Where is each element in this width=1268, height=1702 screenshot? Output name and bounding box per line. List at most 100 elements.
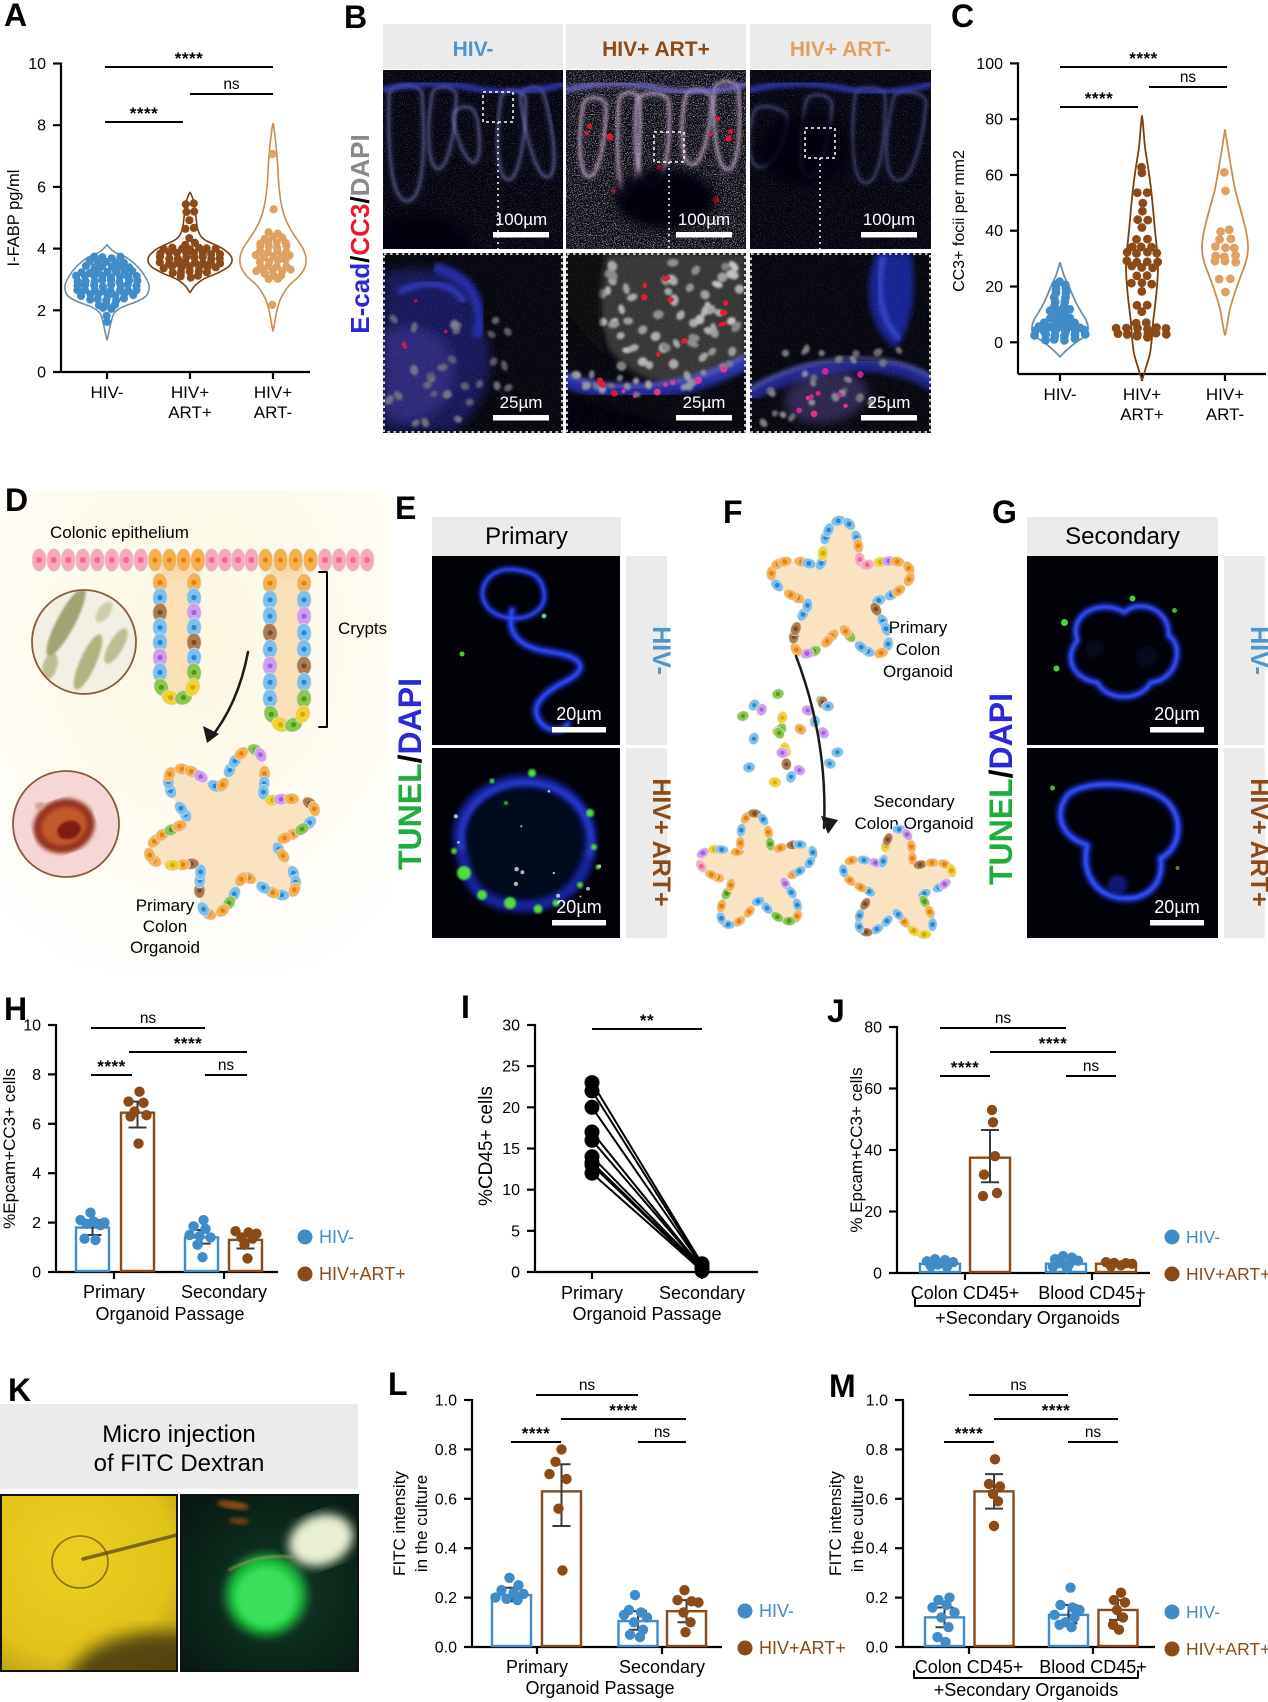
svg-text:0: 0 (994, 335, 1003, 352)
svg-text:ART-: ART- (1206, 405, 1244, 424)
svg-text:I: I (461, 989, 470, 1025)
svg-text:% Epcam+CC3+ cells: % Epcam+CC3+ cells (847, 1067, 866, 1232)
svg-text:HIV-: HIV- (759, 1601, 794, 1621)
svg-text:0.8: 0.8 (866, 1442, 888, 1459)
svg-text:HIV+ART+: HIV+ART+ (319, 1264, 406, 1284)
svg-text:M: M (829, 1368, 856, 1404)
svg-text:H: H (4, 991, 27, 1027)
svg-text:HIV+: HIV+ (171, 383, 209, 402)
svg-text:0.0: 0.0 (435, 1640, 457, 1657)
svg-text:Primary: Primary (506, 1657, 568, 1677)
svg-text:HIV+ ART-: HIV+ ART- (790, 38, 891, 61)
svg-text:ns: ns (995, 1010, 1012, 1027)
svg-text:80: 80 (985, 112, 1003, 129)
svg-text:Secondary: Secondary (873, 792, 955, 811)
svg-text:HIV+: HIV+ (1206, 385, 1244, 404)
svg-text:ns: ns (1085, 1424, 1102, 1441)
svg-text:0.6: 0.6 (866, 1491, 888, 1508)
svg-text:4: 4 (37, 241, 46, 258)
svg-text:100µm: 100µm (495, 210, 547, 229)
svg-text:C: C (951, 0, 974, 34)
svg-text:ART+: ART+ (1120, 405, 1164, 424)
svg-text:Colon: Colon (143, 917, 187, 936)
svg-text:HIV-: HIV- (453, 38, 494, 61)
svg-text:+Secondary Organoids: +Secondary Organoids (934, 1680, 1119, 1700)
svg-text:Organoid Passage: Organoid Passage (572, 1304, 721, 1324)
svg-text:****: **** (609, 1401, 637, 1420)
svg-text:20µm: 20µm (1154, 704, 1199, 724)
svg-text:8: 8 (32, 1067, 41, 1084)
svg-text:HIV+ART+: HIV+ART+ (759, 1638, 846, 1658)
svg-text:Primary: Primary (561, 1283, 623, 1303)
svg-text:0.2: 0.2 (866, 1590, 888, 1607)
svg-text:ns: ns (140, 1010, 157, 1027)
svg-text:A: A (4, 0, 27, 33)
svg-text:0.2: 0.2 (435, 1590, 457, 1607)
svg-text:HIV+ ART+: HIV+ ART+ (602, 38, 710, 61)
svg-text:in the culture: in the culture (412, 1475, 431, 1572)
svg-text:1.0: 1.0 (866, 1393, 888, 1410)
svg-text:%CD45+ cells: %CD45+ cells (476, 1086, 497, 1206)
svg-text:****: **** (174, 1034, 202, 1053)
svg-text:%Epcam+CC3+ cells: %Epcam+CC3+ cells (0, 1068, 19, 1229)
svg-text:E-cad/CC3/DAPI: E-cad/CC3/DAPI (345, 134, 375, 333)
svg-text:100µm: 100µm (863, 210, 915, 229)
svg-text:D: D (5, 482, 28, 518)
svg-text:L: L (388, 1366, 408, 1402)
svg-text:****: **** (1042, 1401, 1070, 1420)
svg-text:HIV+: HIV+ (254, 383, 292, 402)
svg-text:0.0: 0.0 (866, 1640, 888, 1657)
svg-text:0.6: 0.6 (435, 1491, 457, 1508)
svg-text:in the culture: in the culture (848, 1475, 867, 1572)
svg-text:HIV+ ART+: HIV+ ART+ (647, 778, 675, 906)
svg-text:0.8: 0.8 (435, 1442, 457, 1459)
svg-text:Blood CD45+: Blood CD45+ (1039, 1657, 1147, 1677)
svg-text:1.0: 1.0 (435, 1393, 457, 1410)
svg-text:Colon Organoid: Colon Organoid (854, 814, 973, 833)
svg-text:Primary: Primary (136, 896, 195, 915)
svg-text:K: K (8, 1372, 31, 1408)
svg-text:F: F (723, 494, 743, 530)
svg-text:TUNEL/DAPI: TUNEL/DAPI (983, 693, 1019, 885)
svg-text:FITC intensity: FITC intensity (390, 1471, 409, 1576)
svg-text:Primary: Primary (83, 1282, 145, 1302)
svg-text:ns: ns (579, 1377, 596, 1394)
svg-text:40: 40 (985, 223, 1003, 240)
svg-text:4: 4 (32, 1166, 41, 1183)
svg-text:80: 80 (864, 1020, 882, 1037)
svg-text:Primary: Primary (889, 618, 948, 637)
svg-text:J: J (827, 993, 845, 1029)
svg-text:FITC intensity: FITC intensity (826, 1471, 845, 1576)
svg-text:HIV-: HIV- (1186, 1602, 1220, 1622)
svg-text:B: B (344, 0, 367, 35)
svg-text:Organoid Passage: Organoid Passage (525, 1678, 674, 1698)
svg-text:ART+: ART+ (168, 403, 212, 422)
svg-text:G: G (992, 494, 1017, 530)
svg-text:0: 0 (32, 1265, 41, 1282)
svg-text:25: 25 (502, 1059, 520, 1076)
svg-text:ns: ns (1180, 69, 1197, 86)
svg-text:0: 0 (37, 365, 46, 382)
svg-text:10: 10 (23, 1018, 41, 1035)
svg-text:Organoid: Organoid (883, 662, 953, 681)
svg-text:0.4: 0.4 (866, 1541, 888, 1558)
svg-text:2: 2 (37, 303, 46, 320)
svg-text:20µm: 20µm (1154, 897, 1199, 917)
svg-text:60: 60 (985, 167, 1003, 184)
svg-text:ART-: ART- (254, 403, 292, 422)
svg-text:ns: ns (223, 76, 240, 93)
svg-text:100: 100 (976, 56, 1003, 73)
svg-text:Crypts: Crypts (338, 619, 387, 638)
svg-text:****: **** (130, 104, 158, 123)
svg-text:of FITC Dextran: of FITC Dextran (94, 1450, 265, 1477)
svg-text:60: 60 (864, 1081, 882, 1098)
svg-text:HIV-: HIV- (1043, 385, 1076, 404)
svg-text:HIV+ ART+: HIV+ ART+ (1245, 778, 1268, 906)
svg-text:0: 0 (511, 1265, 520, 1282)
svg-text:20: 20 (864, 1204, 882, 1221)
svg-text:ns: ns (1010, 1377, 1027, 1394)
svg-text:5: 5 (511, 1223, 520, 1240)
svg-text:20: 20 (502, 1100, 520, 1117)
svg-text:****: **** (951, 1058, 979, 1077)
svg-text:HIV+ART+: HIV+ART+ (1186, 1639, 1268, 1659)
